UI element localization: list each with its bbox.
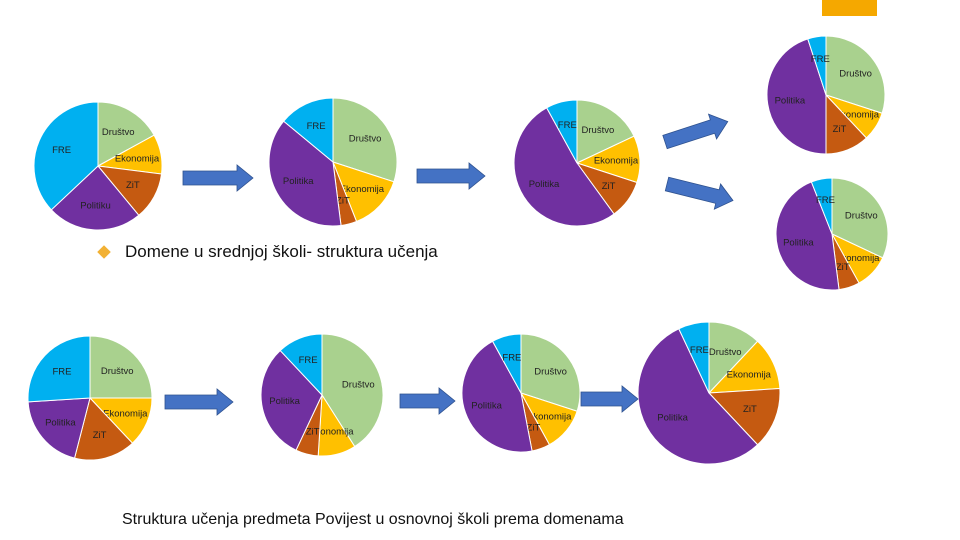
pie-slice-fre (807, 35, 827, 96)
arrow-right-icon (580, 385, 639, 413)
arrow-right-icon (664, 176, 734, 210)
pie-slice-label: Politika (775, 96, 806, 107)
pie-slice-label: Politiku (80, 201, 111, 212)
pie-slice-label: ZiT (833, 124, 847, 135)
pie-slice-label: Društvo (709, 347, 742, 358)
pie-slice-fre (282, 97, 334, 164)
pie-slice-fre (491, 333, 522, 394)
pie-slice-label: Ekonomija (103, 408, 148, 419)
pie-slice-politika (260, 349, 323, 451)
pie-slice-label: ZiT (306, 427, 320, 438)
pie-chart-6: Društvo Ekonomija ZiT Politika FRE (27, 335, 153, 461)
pie-slice-label: Politika (269, 396, 300, 407)
pie-chart-9: Društvo Ekonomija ZiT Politika FRE (637, 321, 781, 465)
pie-slice-label: Ekonomija (727, 369, 772, 380)
pie-slice-label: ZiT (336, 195, 350, 206)
pie-slice-politika (27, 397, 91, 459)
pie-slice-label: Ekonomija (527, 411, 572, 422)
pie-slice-label: Društvo (349, 134, 382, 145)
pie-slice-label: FRE (558, 120, 577, 131)
pie-slice-fre (678, 321, 710, 394)
pie-slice-label: Ekonomija (309, 427, 354, 438)
accent-bar (822, 0, 877, 16)
pie-slice-label: Politika (283, 176, 314, 187)
pie-slice-label: ZiT (126, 180, 140, 191)
pie-slice-label: Društvo (342, 379, 375, 390)
pie-slice-politika (50, 165, 140, 231)
pie-slice-label: Društvo (101, 366, 134, 377)
pie-slice-društvo (831, 177, 889, 259)
pie-slice-label: ZiT (93, 430, 107, 441)
pie-chart-1: Društvo Ekonomija ZiT Politiku FRE (33, 101, 163, 231)
pie-slice-fre (810, 177, 833, 235)
pie-slice-label: Ekonomija (340, 184, 385, 195)
arrow-right-icon (164, 388, 234, 416)
pie-slice-politika (766, 38, 827, 155)
pies-group: DruštvoEkonomijaZiTPolitikuFREDruštvoEko… (27, 35, 889, 465)
pie-slice-label: Društvo (582, 125, 615, 136)
high-school-caption: Domene u srednjoj školi- struktura učenj… (125, 242, 438, 261)
pie-slice-label: Ekonomija (835, 110, 880, 121)
pie-slice-politika (637, 328, 759, 465)
pie-slice-label: Ekonomija (835, 253, 880, 264)
pie-slice-politika (268, 120, 342, 227)
pie-slice-društvo (97, 101, 155, 167)
pie-slice-label: Ekonomija (594, 156, 639, 167)
pie-slice-label: FRE (52, 145, 71, 156)
pie-slice-label: Politika (657, 413, 688, 424)
pie-slice-label: Društvo (839, 69, 872, 80)
pie-chart-4: Društvo Ekonomija ZiT Politika FRE (766, 35, 886, 155)
pie-slice-label: Politika (471, 400, 502, 411)
pie-slice-label: FRE (502, 353, 521, 364)
pie-slice-društvo (825, 35, 886, 114)
pie-chart-3: Društvo Ekonomija ZiT Politika FRE (513, 99, 641, 227)
pie-slice-label: Društvo (534, 367, 567, 378)
primary-school-caption: Struktura učenja predmeta Povijest u osn… (122, 511, 624, 528)
pie-slice-label: Politika (529, 179, 560, 190)
pie-slice-politika (513, 107, 615, 227)
pie-slice-fre (545, 99, 578, 164)
pie-slice-zit (73, 396, 134, 461)
pie-slice-zit (707, 388, 781, 446)
pie-slice-politika (775, 181, 840, 291)
pie-slice-fre (33, 101, 99, 211)
pie-slice-fre (279, 333, 323, 397)
pie-slice-društvo (520, 333, 581, 412)
pie-slice-label: Društvo (102, 127, 135, 138)
pie-slice-društvo (332, 97, 398, 183)
pie-slice-label: ZiT (836, 262, 850, 273)
pie-slice-label: FRE (307, 121, 326, 132)
pie-slice-label: FRE (53, 367, 72, 378)
arrow-right-icon (416, 162, 486, 190)
pie-slice-label: Društvo (845, 210, 878, 221)
arrow-right-icon (399, 387, 456, 415)
arrow-right-icon (182, 164, 254, 192)
pie-slice-label: Ekonomija (115, 154, 160, 165)
pie-slice-label: FRE (816, 195, 835, 206)
pie-slice-politika (461, 340, 533, 453)
pie-slice-label: FRE (811, 54, 830, 65)
pie-slice-label: FRE (690, 345, 709, 356)
pie-slice-label: ZiT (527, 422, 541, 433)
arrows-group (164, 113, 734, 416)
pie-slice-label: ZiT (743, 404, 757, 415)
pie-slice-društvo (576, 99, 635, 164)
pie-slice-label: Politika (783, 238, 814, 249)
pie-slice-društvo (89, 335, 153, 399)
pie-slice-ekonomija (332, 161, 395, 223)
arrow-right-icon (662, 113, 729, 150)
pie-slice-label: ZiT (602, 181, 616, 192)
pie-slice-label: FRE (299, 355, 318, 366)
pie-slice-label: Politika (45, 418, 76, 429)
pie-slice-fre (27, 335, 91, 403)
